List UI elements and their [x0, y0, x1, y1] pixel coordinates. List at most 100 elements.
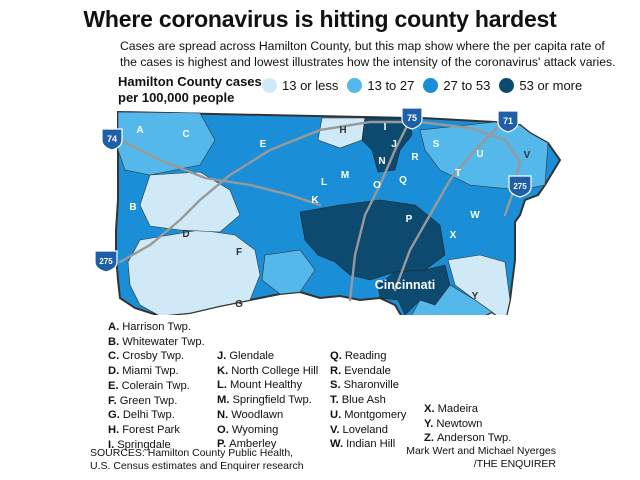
interstate-shield-71: 71 [497, 110, 519, 133]
legend-item-mid-low: 13 to 27 [347, 78, 414, 93]
legend-item-high: 53 or more [499, 78, 582, 93]
region-mid-light-northwest [117, 111, 216, 176]
interstate-275-west-label: 275 [99, 257, 113, 266]
region-letter-r: R [411, 152, 419, 163]
region-letter-c: C [182, 129, 189, 140]
key-row-e: E. Colerain Twp. [108, 379, 190, 392]
interstate-75-label: 75 [407, 113, 417, 123]
key-column-2: J. Glendale K. North College Hill L. Mount … [217, 349, 318, 452]
region-light-east [447, 254, 511, 315]
region-mid-light-southeast [411, 284, 493, 315]
key-row-p: P. Amberley [217, 438, 277, 451]
key-row-y: Y. Newtown [424, 417, 483, 430]
region-letter-h: H [339, 125, 346, 136]
key-row-x: X. Madeira [424, 403, 478, 415]
legend-label-high: 53 or more [519, 78, 583, 93]
region-letter-a: A [136, 125, 143, 136]
region-letter-i: I [384, 122, 387, 133]
region-letter-f: F [236, 247, 242, 258]
sources-note: SOURCES: Hamilton County Public Health, … [90, 447, 304, 473]
highway-i275-loop [118, 120, 522, 264]
legend-item-mid-high: 27 to 53 [423, 78, 490, 93]
highway-network [118, 118, 522, 302]
interstate-shield-75: 75 [401, 107, 423, 130]
legend-title-line1: Hamilton County cases [118, 74, 262, 89]
key-column-4: X. Madeira Y. Newtown Z. Anderson Twp. [424, 402, 511, 446]
region-letter-o: O [373, 180, 381, 191]
interstate-74-label: 74 [107, 134, 117, 144]
legend-label-mid-high: 27 to 53 [443, 78, 491, 93]
credit-line1: Mark Wert and Michael Nyerges [406, 445, 556, 457]
region-letter-g: G [235, 299, 243, 310]
region-letter-p: P [406, 214, 413, 225]
region-letter-w: W [470, 210, 480, 221]
key-row-o: O. Wyoming [217, 423, 279, 436]
interstate-shield-275-west: 275 [94, 250, 118, 273]
county-map: Cincinnati 74 75 71 275 275 A B C D E F … [94, 107, 562, 315]
region-mid-light-southwest [261, 249, 316, 295]
key-row-d: D. Miami Twp. [108, 365, 179, 378]
region-letter-x: X [450, 230, 457, 241]
region-letter-d: D [182, 229, 189, 240]
region-letter-n: N [378, 156, 385, 167]
legend-title-line2: per 100,000 people [118, 90, 235, 105]
key-row-w: W. Indian Hill [330, 438, 396, 451]
credit-line2: /THE ENQUIRER [473, 458, 556, 470]
region-letter-e: E [260, 139, 267, 150]
key-row-u: U. Montgomery [330, 408, 407, 421]
key-row-f: F. Green Twp. [108, 394, 178, 407]
region-letter-k: K [311, 195, 319, 206]
key-row-k: K. North College Hill [217, 364, 319, 377]
key-row-b: B. Whitewater Twp. [108, 335, 205, 348]
key-row-m: M. Springfield Twp. [217, 394, 312, 407]
key-row-t: T. Blue Ash [330, 394, 386, 407]
key-row-z: Z. Anderson Twp. [424, 432, 512, 445]
legend-label-low: 13 or less [282, 78, 339, 93]
key-row-h: H. Forest Park [108, 423, 181, 436]
region-letter-b: B [129, 202, 136, 213]
key-row-c: C. Crosby Twp. [108, 350, 185, 363]
key-row-l: L. Mount Healthy [217, 379, 303, 392]
region-light-west [127, 229, 261, 315]
region-letter-t: T [455, 168, 461, 179]
legend-title: Hamilton County cases per 100,000 people [118, 74, 262, 106]
key-row-i: I. Springdale [108, 438, 171, 451]
highway-i75 [348, 118, 412, 302]
region-letter-s: S [433, 139, 440, 150]
region-letter-j: J [391, 139, 397, 150]
map-subtitle: Cases are spread across Hamilton County,… [120, 39, 616, 69]
interstate-shield-275-east: 275 [508, 175, 532, 198]
region-letter-q: Q [399, 175, 407, 186]
region-letter-u: U [476, 149, 483, 160]
region-dark-southeast [377, 264, 451, 315]
byline-credit: Mark Wert and Michael Nyerges /THE ENQUI… [396, 445, 556, 471]
interstate-shield-74: 74 [101, 128, 123, 151]
key-row-j: J. Glendale [217, 350, 275, 362]
key-column-3: Q. Reading R. Evendale S. Sharonville T. Blu… [330, 349, 406, 452]
key-row-a: A. Harrison Twp. [108, 321, 191, 333]
interstate-71-label: 71 [503, 116, 513, 126]
legend: 13 or less 13 to 27 27 to 53 53 or more [262, 78, 591, 93]
legend-label-mid-low: 13 to 27 [367, 78, 415, 93]
sources-line2: U.S. Census estimates and Enquirer resea… [90, 460, 304, 472]
legend-swatch-mid-low [347, 78, 363, 93]
map-title: Where coronavirus is hitting county hard… [83, 6, 557, 32]
key-row-s: S. Sharonville [330, 379, 399, 392]
sources-line1: SOURCES: Hamilton County Public Health, [90, 447, 294, 459]
legend-item-low: 13 or less [262, 78, 338, 93]
city-label-cincinnati: Cincinnati [375, 278, 435, 292]
legend-swatch-mid-high [423, 78, 439, 93]
key-row-g: G. Delhi Twp. [108, 409, 175, 422]
legend-swatch-low [262, 78, 277, 93]
key-row-q: Q. Reading [330, 350, 387, 362]
key-column-1: A. Harrison Twp. B. Whitewater Twp. C. Cros… [108, 320, 205, 452]
interstate-275-east-label: 275 [513, 182, 527, 191]
highway-i71 [393, 118, 507, 292]
key-row-n: N. Woodlawn [217, 408, 284, 421]
key-row-r: R. Evendale [330, 364, 391, 377]
region-letter-y: Y [472, 291, 479, 302]
highway-i74 [118, 138, 322, 207]
region-letter-m: M [341, 170, 349, 181]
legend-swatch-high [499, 78, 515, 93]
key-row-v: V. Loveland [330, 423, 388, 436]
